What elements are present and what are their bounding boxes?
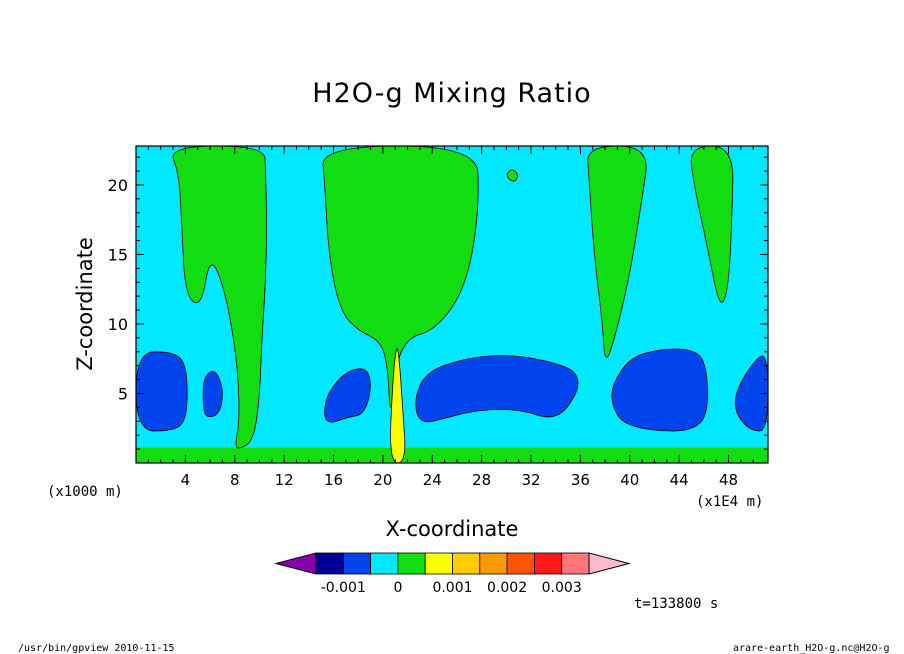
colorbar-swatch — [424, 552, 453, 575]
x-tick-label: 44 — [670, 471, 689, 489]
region-1-shape-3 — [690, 146, 734, 303]
footer-right: arare-earth_H2O-g.nc@H2O-g — [733, 643, 890, 654]
x-tick-label: 8 — [230, 471, 240, 489]
x-tick-label: 16 — [324, 471, 343, 489]
x-tick-label: 4 — [181, 471, 191, 489]
colorbar-swatch — [452, 552, 481, 575]
colorbar-label: 0.003 — [542, 580, 582, 596]
region-0-shape-5 — [734, 355, 768, 432]
colorbar: -0.001 0 0.001 0.002 0.003 — [274, 552, 631, 596]
x-tick-label: 20 — [373, 471, 392, 489]
region-1-shape-1 — [322, 146, 479, 408]
region-0-shape-3 — [415, 355, 579, 423]
y-tick-label: 15 — [108, 245, 128, 264]
x-tick-label: 12 — [275, 471, 294, 489]
x-unit-left: (x1000 m) — [47, 484, 123, 500]
colorbar-swatch — [342, 552, 371, 575]
chart-title: H2O-g Mixing Ratio — [312, 78, 591, 109]
x-tick-label: 40 — [620, 471, 639, 489]
x-unit-right: (x1E4 m) — [696, 494, 763, 510]
colorbar-label: 0 — [393, 580, 402, 596]
region-0-shape-2 — [324, 368, 371, 423]
colorbar-over — [588, 552, 631, 575]
colorbar-label: 0.001 — [432, 580, 472, 596]
colorbar-label: 0.002 — [487, 580, 527, 596]
surface-layer — [136, 447, 768, 463]
colorbar-swatch — [506, 552, 535, 575]
x-tick-label: 24 — [423, 471, 442, 489]
region-1-shape-2 — [587, 146, 647, 358]
y-tick-label: 20 — [108, 176, 128, 195]
region-2-shape-0 — [390, 348, 406, 463]
colorbar-swatch — [315, 552, 344, 575]
x-tick-label: 48 — [719, 471, 738, 489]
colorbar-swatch — [397, 552, 426, 575]
plot-frame — [135, 145, 769, 464]
colorbar-swatch — [370, 552, 399, 575]
time-label: t=133800 s — [634, 596, 718, 612]
colorbar-swatch — [561, 552, 590, 575]
colorbar-under — [274, 552, 317, 575]
y-axis-label: Z-coordinate — [73, 237, 97, 371]
x-tick-label: 28 — [472, 471, 491, 489]
colorbar-label: -0.001 — [321, 580, 366, 596]
colorbar-swatch — [479, 552, 508, 575]
region-1-shape-4 — [506, 169, 518, 182]
x-tick-label: 32 — [521, 471, 540, 489]
y-tick-label: 10 — [108, 315, 128, 334]
x-axis-label: X-coordinate — [386, 517, 519, 541]
region-0-shape-0 — [136, 351, 188, 432]
colorbar-swatch — [534, 552, 563, 575]
x-tick-label: 36 — [571, 471, 590, 489]
footer-left: /usr/bin/gpview 2010-11-15 — [18, 643, 175, 654]
region-0-shape-4 — [611, 348, 709, 432]
region-1-shape-0 — [172, 146, 267, 449]
y-tick-label: 5 — [118, 384, 128, 403]
region-0-shape-1 — [202, 371, 223, 418]
